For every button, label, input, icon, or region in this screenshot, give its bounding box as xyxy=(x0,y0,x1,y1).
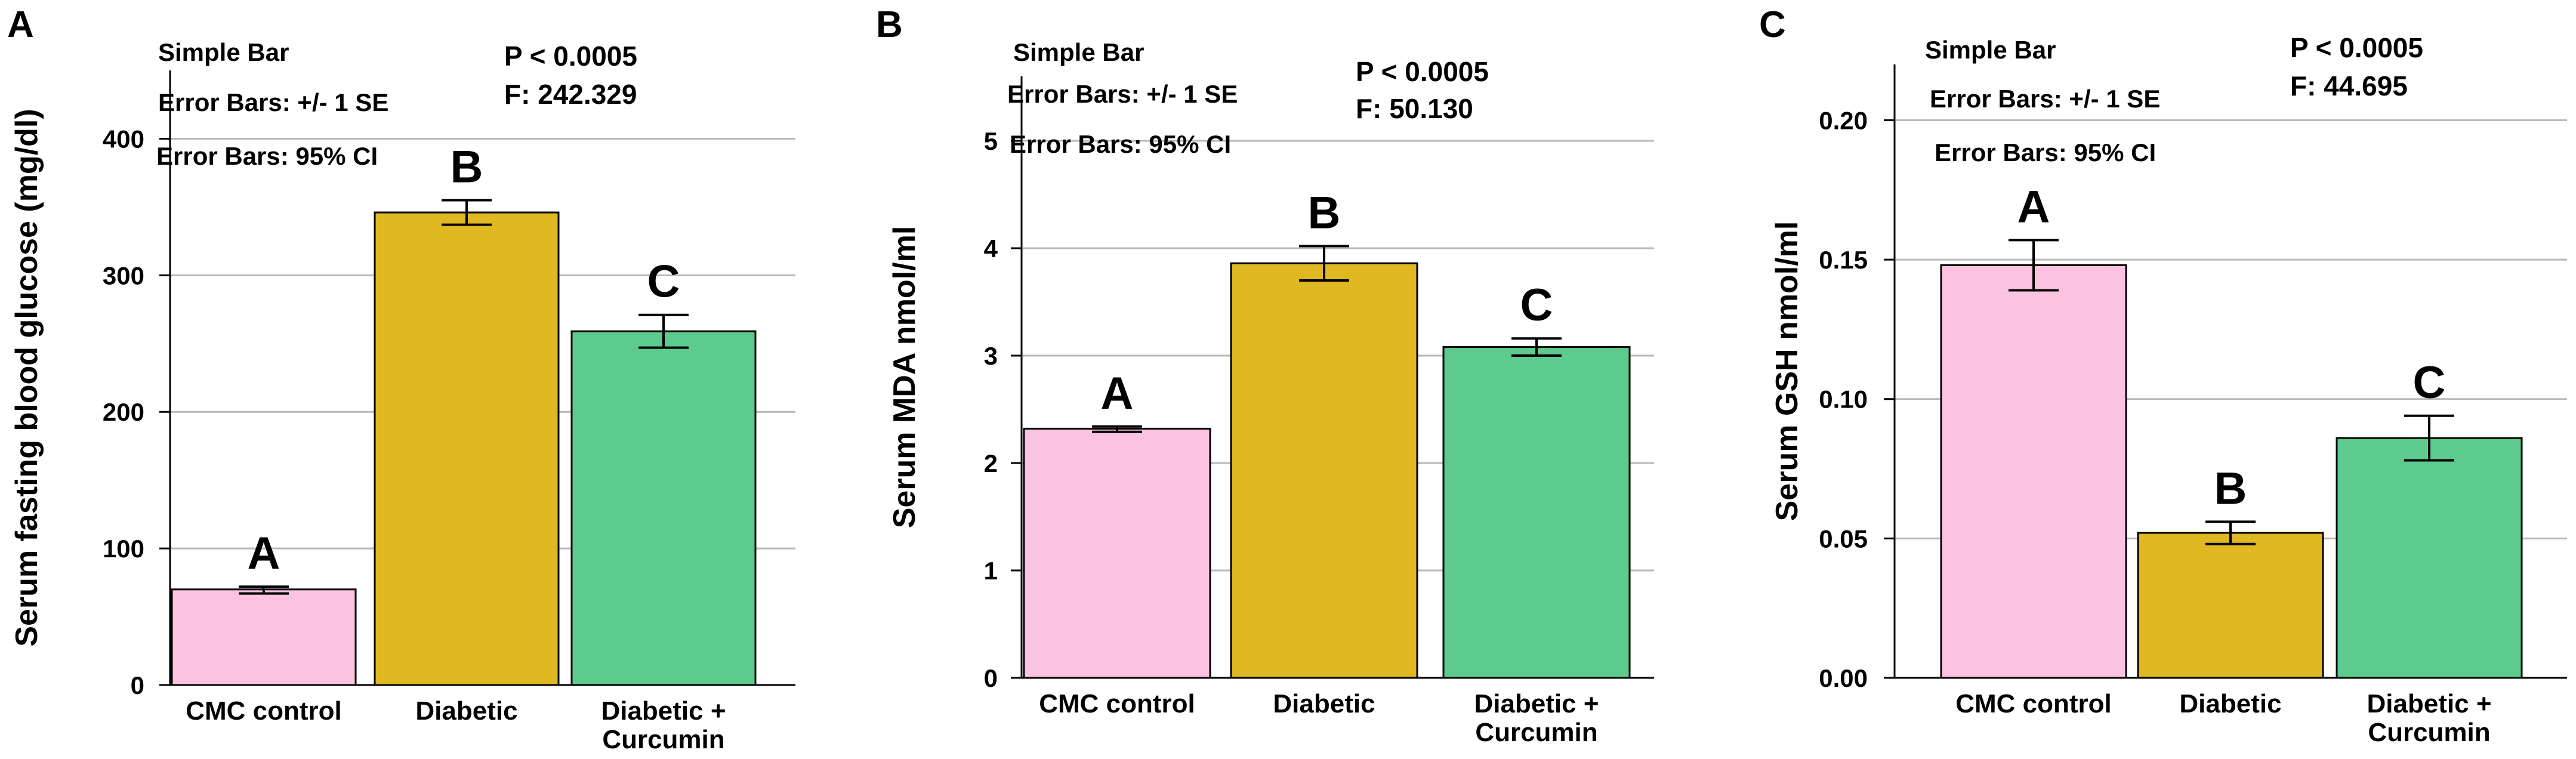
error-bar-diabetic-curcumin xyxy=(638,313,689,349)
y-tick-label: 100 xyxy=(103,535,144,563)
y-axis-label: Serum GSH nmol/ml xyxy=(1770,221,1804,522)
panel-a: A 0 100 200 300 400 Serum fasting blood glucos… xyxy=(7,4,795,754)
y-tick-label: 5 xyxy=(984,127,998,155)
panel-b: B 0 1 2 3 4 5 Serum MDA nmol/ml Simple Bar Error … xyxy=(876,4,1654,747)
error-bar-diabetic xyxy=(1299,245,1349,282)
significance-letter: B xyxy=(1308,187,1341,238)
stats-text: P < 0.0005 xyxy=(1356,56,1489,87)
x-tick-label: Diabetic xyxy=(2179,689,2281,718)
bar-diabetic-curcumin xyxy=(1442,346,1631,679)
legend-info-text: Simple Bar xyxy=(1013,38,1144,66)
x-tick-label: CMC control xyxy=(1955,689,2112,718)
bar-diabetic xyxy=(1230,262,1418,679)
error-bar-diabetic xyxy=(442,199,492,226)
x-tick-label: Diabetic xyxy=(415,696,517,726)
stats-text: F: 242.329 xyxy=(504,79,637,110)
error-bar-diabetic xyxy=(2205,520,2256,545)
significance-letter: B xyxy=(451,141,483,192)
stats-text: P < 0.0005 xyxy=(504,41,637,72)
panel-letter: A xyxy=(7,4,34,45)
bar-cmc-control xyxy=(1023,427,1211,679)
x-tick-label: Diabetic + xyxy=(1474,689,1599,718)
bar-diabetic-curcumin xyxy=(2336,437,2523,679)
x-tick-label: Diabetic xyxy=(1273,689,1375,718)
y-tick-label: 0.20 xyxy=(1819,106,1868,134)
legend-info-text: Simple Bar xyxy=(1925,36,2056,64)
x-tick-label: Curcumin xyxy=(1475,718,1597,747)
x-tick-label: Curcumin xyxy=(602,725,724,754)
stats-text: F: 44.695 xyxy=(2290,70,2408,101)
error-bar-cmc-control xyxy=(2009,239,2059,292)
x-tick-label: CMC control xyxy=(1039,689,1195,718)
y-tick-label: 0.10 xyxy=(1819,385,1868,414)
x-tick-label: Diabetic + xyxy=(2367,689,2491,718)
error-bar-cmc-control xyxy=(239,585,289,595)
legend-info-text: Simple Bar xyxy=(158,38,289,66)
y-tick-label: 200 xyxy=(103,398,144,426)
error-bar-diabetic-curcumin xyxy=(1511,337,1562,357)
bar-diabetic-curcumin xyxy=(570,330,757,686)
significance-letter: A xyxy=(248,528,280,579)
y-tick-label: 1 xyxy=(984,557,998,585)
error-bar-cmc-control xyxy=(1092,425,1142,433)
legend-info-text: Error Bars: 95% CI xyxy=(1010,130,1231,158)
significance-letter: C xyxy=(1520,280,1553,331)
stats-text: P < 0.0005 xyxy=(2290,32,2423,63)
legend-info-text: Error Bars: +/- 1 SE xyxy=(1007,80,1238,108)
y-axis-label: Serum fasting blood glucose (mg/dl) xyxy=(10,109,44,646)
significance-letter: A xyxy=(2017,181,2050,232)
y-tick-label: 4 xyxy=(984,235,998,263)
panel-letter: B xyxy=(876,4,903,45)
bar-diabetic xyxy=(374,211,560,686)
legend-info-text: Error Bars: +/- 1 SE xyxy=(1930,85,2160,113)
y-tick-label: 300 xyxy=(103,261,144,289)
x-tick-label: Curcumin xyxy=(2368,718,2490,747)
legend-info-text: Error Bars: +/- 1 SE xyxy=(158,88,388,116)
stats-text: F: 50.130 xyxy=(1356,93,1473,124)
panel-c: C 0.00 0.05 0.10 0.15 0.20 Serum GSH nmol/ml Si… xyxy=(1759,4,2567,747)
y-tick-label: 3 xyxy=(984,342,998,370)
y-tick-label: 2 xyxy=(984,449,998,477)
significance-letter: C xyxy=(647,257,680,307)
y-tick-label: 0.05 xyxy=(1819,524,1868,553)
x-tick-label: Diabetic + xyxy=(601,696,726,726)
x-tick-label: CMC control xyxy=(186,696,342,726)
legend-info-text: Error Bars: 95% CI xyxy=(156,142,378,170)
bar-diabetic xyxy=(2137,532,2324,679)
y-tick-label: 400 xyxy=(103,125,144,153)
panel-letter: C xyxy=(1759,4,1786,45)
significance-letter: A xyxy=(1101,368,1134,419)
y-tick-label: 0.15 xyxy=(1819,246,1868,274)
legend-info-text: Error Bars: 95% CI xyxy=(1935,138,2156,166)
significance-letter: C xyxy=(2413,357,2446,408)
y-tick-label: 0 xyxy=(131,671,144,699)
y-tick-label: 0 xyxy=(984,664,998,692)
bar-cmc-control xyxy=(171,588,357,686)
bar-cmc-control xyxy=(1940,264,2127,679)
error-bar-diabetic-curcumin xyxy=(2404,414,2454,462)
significance-letter: B xyxy=(2214,463,2247,514)
y-axis-label: Serum MDA nmol/ml xyxy=(887,226,922,529)
y-tick-label: 0.00 xyxy=(1819,664,1868,692)
